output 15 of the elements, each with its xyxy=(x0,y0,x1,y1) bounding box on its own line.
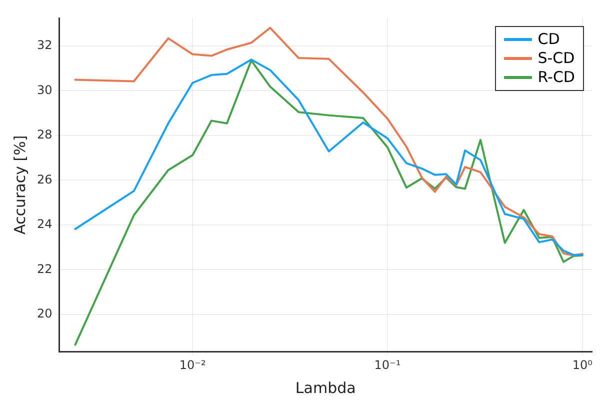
x-axis-title: Lambda xyxy=(295,378,356,397)
legend-label: S-CD xyxy=(538,49,575,68)
legend-label: CD xyxy=(538,30,560,50)
y-tick-label: 20 xyxy=(36,306,52,321)
y-tick-label: 26 xyxy=(36,172,52,186)
x-tick-label: 10⁻² xyxy=(179,358,206,372)
x-tick-label: 10⁻¹ xyxy=(374,358,401,372)
y-tick-label: 24 xyxy=(36,217,52,232)
y-axis-title: Accuracy [%] xyxy=(10,135,29,235)
y-tick-label: 32 xyxy=(36,38,52,52)
y-tick-label: 28 xyxy=(36,128,52,142)
x-tick-label: 10⁰ xyxy=(572,358,593,372)
y-tick-label: 22 xyxy=(36,262,52,276)
legend-label: R-CD xyxy=(538,68,575,88)
y-tick-label: 30 xyxy=(36,82,52,97)
